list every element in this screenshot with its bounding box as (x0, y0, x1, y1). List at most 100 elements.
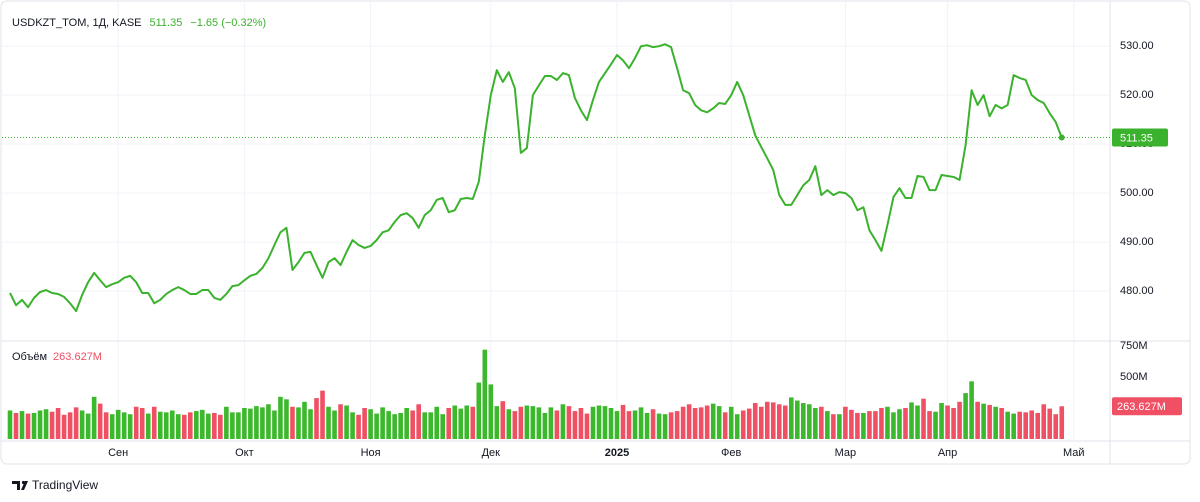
volume-bar (416, 404, 421, 439)
volume-bar (626, 411, 632, 439)
volume-bar (308, 409, 313, 439)
x-tick-label: Ноя (361, 447, 381, 459)
volume-bar (1059, 406, 1065, 439)
volume-bar (422, 412, 427, 439)
volume-bar (999, 407, 1004, 439)
volume-bar (482, 349, 488, 439)
volume-bar (344, 405, 349, 439)
volume-bar (927, 411, 932, 439)
volume-bar (410, 410, 415, 439)
y2-tick-label: 500M (1120, 371, 1148, 383)
volume-bar (290, 406, 295, 439)
volume-bar (873, 411, 878, 439)
volume-bar (596, 405, 602, 439)
y-tick-label: 520.00 (1120, 89, 1154, 101)
volume-bar (470, 406, 476, 439)
volume-bar (13, 412, 19, 439)
price-badge (1112, 128, 1168, 147)
volume-bar (476, 382, 482, 439)
volume-bar (175, 414, 181, 439)
volume-bar (776, 404, 782, 439)
volume-bar (7, 410, 13, 439)
volume-bar (332, 410, 337, 439)
volume-bar (584, 413, 590, 439)
volume-bar (398, 412, 403, 439)
volume-bar (37, 410, 43, 439)
volume-bar (831, 414, 836, 439)
volume-bar (506, 409, 512, 439)
volume-bar (578, 407, 584, 439)
volume-bar (933, 411, 938, 439)
volume-bar (85, 413, 91, 439)
volume-bar (386, 411, 391, 439)
volume-name: Объём (12, 351, 47, 363)
volume-bar (380, 407, 385, 439)
volume-bar (819, 406, 824, 439)
y-tick-label: 500.00 (1120, 187, 1154, 199)
volume-bar (49, 411, 55, 439)
x-tick-label: 2025 (605, 447, 629, 459)
volume-bar (524, 405, 530, 439)
x-tick-label: Окт (235, 447, 254, 459)
volume-bar (1035, 412, 1041, 439)
volume-bar (278, 396, 283, 439)
volume-bar (212, 412, 217, 439)
volume-bar (494, 406, 500, 439)
volume-bar (770, 402, 776, 439)
volume-bar (909, 402, 914, 439)
volume-bar (121, 412, 127, 439)
x-tick-label: Апр (938, 447, 957, 459)
volume-bar (242, 407, 247, 439)
volume-bar (674, 411, 680, 439)
volume-bar (194, 411, 199, 439)
volume-bar (404, 407, 409, 439)
volume-bar (698, 407, 704, 439)
volume-bar (789, 397, 794, 439)
volume-bar (374, 413, 379, 439)
volume-bar (73, 407, 79, 439)
volume-bar (879, 407, 884, 439)
volume-bar (897, 409, 902, 439)
volume-bar (362, 407, 367, 439)
volume-bar (632, 410, 638, 439)
volume-bar (145, 413, 151, 439)
volume-bar (55, 407, 61, 439)
y2-tick-label: 750M (1120, 340, 1148, 352)
chart-title: USDKZT_TOM, 1Д, KASE (12, 17, 142, 29)
volume-bar (590, 406, 596, 439)
volume-bar (554, 410, 560, 439)
volume-bar (620, 404, 626, 439)
volume-bar (1041, 404, 1047, 439)
volume-bar (963, 393, 968, 439)
volume-bar (157, 411, 163, 439)
x-tick-label: Мар (835, 447, 857, 459)
volume-bar (686, 404, 692, 439)
volume-bar (133, 406, 139, 439)
volume-bar (127, 414, 133, 439)
volume-bar (1047, 408, 1053, 439)
volume-bar (236, 412, 241, 439)
volume-bar (368, 409, 373, 439)
volume-bar (981, 403, 986, 439)
volume-bar (855, 412, 860, 439)
volume-bar (338, 404, 343, 439)
volume-bar (392, 414, 397, 439)
price-change: −1.65 (−0.32%) (190, 17, 266, 29)
volume-bar (668, 412, 674, 439)
last-price: 511.35 (150, 17, 183, 29)
volume-bar (500, 401, 506, 439)
price-line (9, 43, 1063, 313)
volume-bar (284, 399, 289, 439)
volume-bar (302, 401, 307, 439)
volume-bar (181, 414, 187, 439)
volume-bar (512, 411, 518, 439)
volume-bar (740, 410, 746, 439)
volume-bar (31, 412, 37, 439)
chart-frame (0, 0, 1191, 465)
volume-bar (716, 406, 722, 439)
volume-bar (248, 408, 253, 439)
volume-bar (915, 405, 920, 439)
volume-bar (656, 413, 662, 439)
x-tick-label: Сен (108, 447, 128, 459)
price-badge-label: 511.35 (1120, 132, 1153, 144)
